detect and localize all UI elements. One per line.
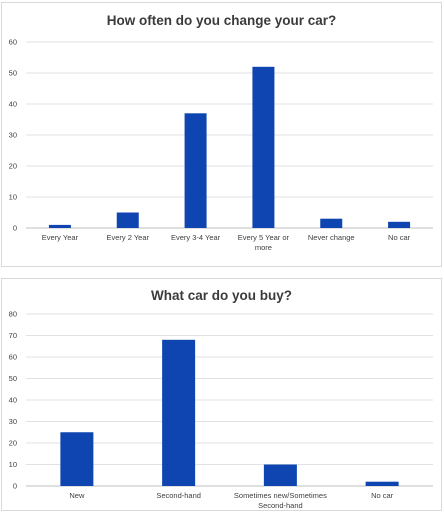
x-category-label: Sometimes new/Sometimes — [234, 491, 327, 500]
bar — [365, 481, 399, 486]
bar — [320, 218, 343, 228]
bar — [184, 113, 207, 228]
y-tick-label: 50 — [9, 69, 17, 78]
x-category-label: Every 3-4 Year — [171, 233, 221, 242]
x-category-label: Every 2 Year — [106, 233, 149, 242]
x-category-label: Every Year — [42, 233, 79, 242]
change-frequency-chart: 0 10 20 30 40 50 60 Every Year Every 2 Year Every… — [9, 38, 433, 252]
y-tick-label: 20 — [9, 162, 17, 171]
x-category-label: Every 5 Year or — [238, 233, 290, 242]
bar — [263, 464, 297, 486]
y-tick-label: 80 — [9, 310, 17, 319]
x-category-label: No car — [371, 491, 394, 500]
x-category-label: New — [69, 491, 85, 500]
y-tick-label: 30 — [9, 417, 17, 426]
y-tick-label: 30 — [9, 131, 17, 140]
x-category-label: Second-hand — [156, 491, 201, 500]
x-category-label: more — [255, 243, 272, 252]
y-tick-label: 60 — [9, 38, 17, 47]
y-tick-label: 20 — [9, 439, 17, 448]
y-tick-label: 40 — [9, 396, 17, 405]
x-category-label: Second-hand — [258, 501, 303, 510]
x-category-label: No car — [388, 233, 411, 242]
bar — [60, 432, 94, 486]
y-tick-label: 60 — [9, 353, 17, 362]
chart-panel-car-type: What car do you buy? 0 10 20 30 40 50 60 70 80 Ne… — [1, 278, 442, 511]
y-tick-label: 40 — [9, 100, 17, 109]
bar — [388, 221, 411, 228]
y-tick-label: 0 — [13, 224, 17, 233]
bar — [48, 224, 71, 228]
chart-title: What car do you buy? — [150, 288, 292, 303]
y-tick-label: 50 — [9, 374, 17, 383]
chart-title: How often do you change your car? — [106, 13, 337, 28]
y-tick-label: 10 — [9, 460, 17, 469]
chart-panel-change-frequency: How often do you change your car? 0 10 20 3… — [1, 2, 442, 267]
x-category-label: Never change — [308, 233, 355, 242]
bar — [252, 66, 275, 228]
y-tick-label: 10 — [9, 193, 17, 202]
y-tick-label: 70 — [9, 331, 17, 340]
bar — [162, 339, 196, 486]
y-tick-label: 0 — [13, 482, 17, 491]
bar — [116, 212, 139, 228]
